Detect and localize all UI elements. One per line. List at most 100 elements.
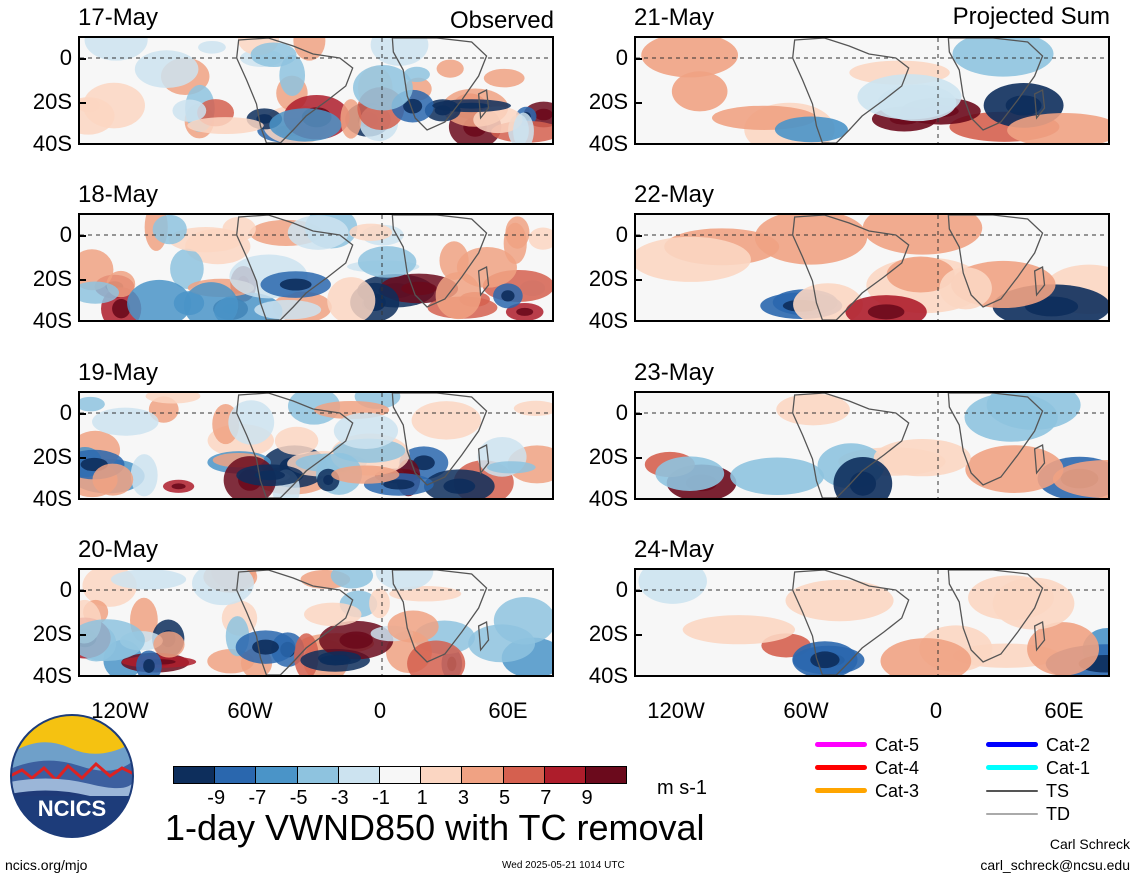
colorbar-tick-label: -1	[372, 787, 390, 809]
anomaly-contour	[269, 108, 342, 142]
panel-date: 20-May	[78, 536, 159, 563]
anomaly-contour	[992, 577, 1075, 630]
lat-label: 0	[59, 400, 72, 425]
coastline	[477, 444, 490, 475]
coastline	[792, 215, 910, 320]
anomaly-contour	[513, 112, 534, 143]
anomaly-contour	[403, 66, 430, 83]
legend-line	[815, 742, 867, 747]
anomaly-contour	[873, 438, 971, 477]
anomaly-field	[80, 215, 552, 320]
coastline	[1033, 621, 1046, 652]
anomaly-contour	[172, 99, 207, 122]
lat-label: 20S	[588, 266, 628, 291]
lat-label: 0	[59, 222, 72, 247]
panel-date: 24-May	[634, 536, 715, 563]
colorbar-swatch	[255, 766, 298, 784]
footer-email: carl_schreck@ncsu.edu	[980, 857, 1130, 873]
anomaly-contour	[80, 249, 114, 291]
anomaly-contour	[357, 246, 417, 278]
ncics-logo: NCICS	[10, 714, 134, 838]
anomaly-contour	[1052, 459, 1108, 498]
anomaly-contour	[387, 610, 439, 643]
coastline	[947, 570, 1044, 663]
lat-label: 40S	[32, 663, 72, 688]
lat-label: 40S	[32, 131, 72, 156]
panel-date: 17-May	[78, 4, 159, 31]
anomaly-contour	[473, 106, 523, 134]
map-panel	[78, 36, 554, 145]
anomaly-contour	[682, 615, 796, 645]
anomaly-contour	[641, 38, 738, 78]
anomaly-contour	[880, 638, 972, 675]
anomaly-contour	[411, 401, 482, 440]
colorbar-tick-label: 7	[540, 787, 552, 809]
lat-label: 20S	[32, 89, 72, 114]
coastline	[792, 38, 910, 143]
colorbar-swatch	[461, 766, 504, 784]
legend-label: TS	[1046, 781, 1070, 801]
anomaly-contour	[516, 307, 534, 316]
anomaly-contour	[170, 248, 204, 289]
anomaly-contour	[130, 454, 158, 497]
lat-label: 20S	[588, 621, 628, 646]
colorbar-swatch	[420, 766, 463, 784]
anomaly-contour	[483, 68, 525, 88]
anomaly-contour	[339, 631, 373, 649]
colorbar-tick-label: -7	[248, 787, 267, 809]
lon-label: 0	[929, 698, 943, 723]
lon-label: 60W	[227, 698, 273, 723]
legend-line	[986, 790, 1038, 792]
tick-mark	[78, 235, 86, 237]
lat-label: 40S	[32, 308, 72, 333]
anomaly-contour	[401, 281, 437, 296]
lat-label: 40S	[588, 486, 628, 511]
anomaly-contour	[80, 98, 100, 113]
lat-label: 20S	[588, 444, 628, 469]
colorbar-swatch	[379, 766, 422, 784]
anomaly-contour	[304, 602, 362, 627]
anomaly-contour	[810, 651, 840, 669]
anomaly-contour	[776, 393, 850, 426]
lat-label: 20S	[588, 89, 628, 114]
anomaly-contour	[143, 658, 155, 673]
coastline	[947, 215, 1044, 308]
tick-mark	[634, 413, 642, 415]
anomaly-contour	[1005, 95, 1042, 116]
anomaly-contour	[1027, 622, 1100, 675]
tick-mark	[78, 590, 86, 592]
coastline	[391, 570, 488, 663]
anomaly-contour	[274, 426, 319, 455]
anomaly-contour	[730, 457, 824, 495]
anomaly-contour	[80, 619, 145, 662]
projected-header: Projected Sum	[952, 3, 1110, 30]
tick-mark	[78, 279, 86, 281]
coastline	[391, 38, 488, 131]
tick-mark	[634, 235, 642, 237]
lat-label: 40S	[588, 308, 628, 333]
anomaly-contour	[862, 215, 983, 255]
logo-text: NCICS	[37, 796, 107, 821]
anomaly-contour	[279, 278, 312, 291]
colorbar-tick-label: -3	[330, 787, 349, 809]
anomaly-contour	[252, 639, 279, 655]
anomaly-contour	[774, 116, 848, 143]
anomaly-contour	[323, 474, 334, 486]
lon-label: 120W	[91, 698, 149, 723]
anomaly-contour	[222, 216, 256, 241]
lat-label: 0	[615, 400, 628, 425]
anomaly-contour	[82, 82, 146, 129]
anomaly-contour	[333, 412, 399, 449]
anomaly-contour	[198, 40, 226, 54]
anomaly-contour	[453, 102, 490, 109]
anomaly-contour	[435, 272, 482, 320]
anomaly-contour	[671, 71, 728, 112]
tick-mark	[634, 58, 642, 60]
tick-mark	[634, 457, 642, 459]
anomaly-contour	[352, 65, 413, 111]
legend-label: Cat-3	[875, 781, 920, 801]
anomaly-field	[80, 38, 552, 143]
coastline	[792, 570, 910, 675]
chart-title: 1-day VWND850 with TC removal	[165, 807, 705, 848]
legend-label: Cat-2	[1046, 735, 1091, 755]
